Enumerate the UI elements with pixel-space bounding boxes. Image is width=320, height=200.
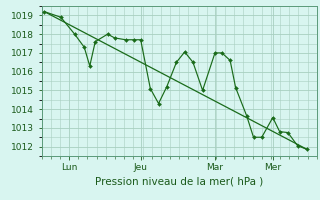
X-axis label: Pression niveau de la mer( hPa ): Pression niveau de la mer( hPa )	[95, 176, 263, 186]
